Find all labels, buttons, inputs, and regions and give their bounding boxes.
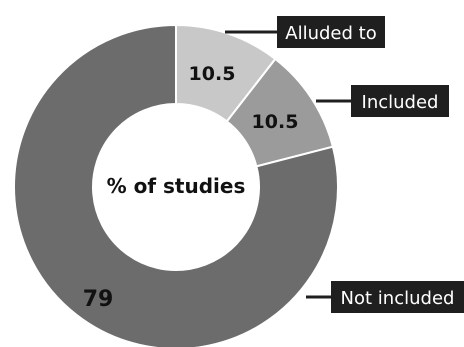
center-label: % of studies (107, 174, 246, 198)
value-label-included: 10.5 (252, 111, 299, 133)
callout-box-alluded-to (277, 16, 385, 48)
value-label-not-included: 79 (83, 287, 114, 312)
slice-callouts: Alluded to Included Not included (225, 16, 464, 313)
callout-label-not-included: Not included (341, 288, 455, 309)
slice-value-labels: 10.5 10.5 79 (83, 63, 299, 312)
callout-label-alluded-to: Alluded to (285, 23, 376, 44)
callout-box-included (351, 85, 449, 117)
callout-label-included: Included (362, 92, 439, 113)
slice-not-included (13, 23, 339, 347)
value-label-alluded-to: 10.5 (189, 63, 236, 85)
callout-box-not-included (331, 281, 464, 313)
donut-slices (13, 23, 339, 347)
